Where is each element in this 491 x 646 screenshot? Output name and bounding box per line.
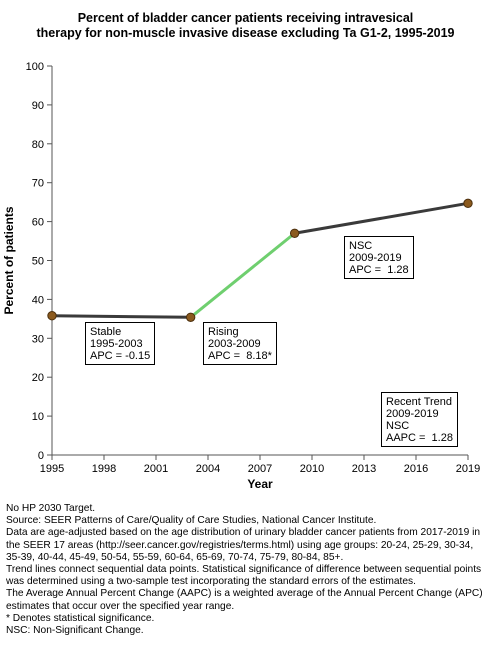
annotation-line: 1995-2003 bbox=[90, 338, 143, 350]
y-tick-label: 20 bbox=[32, 372, 44, 384]
trend-segment bbox=[189, 231, 297, 319]
y-tick-label: 90 bbox=[32, 100, 44, 112]
chart-title-line-2: therapy for non-muscle invasive disease … bbox=[36, 26, 455, 40]
segment-annotation-nsc: NSC 2009-2019 APC = 1.28 bbox=[344, 236, 414, 279]
y-axis-label: Percent of patients bbox=[2, 206, 16, 314]
data-point bbox=[289, 228, 300, 238]
y-tick-label: 30 bbox=[32, 333, 44, 345]
annotation-line: Rising bbox=[208, 326, 239, 338]
x-tick-label: 2010 bbox=[300, 463, 324, 475]
annotation-line: Stable bbox=[90, 326, 122, 338]
footnote: Trend lines connect sequential data poin… bbox=[6, 564, 482, 588]
annotation-line: NSC bbox=[349, 240, 373, 252]
annotation-line: APC = 1.28 bbox=[349, 264, 409, 276]
footnote: NSC: Non-Significant Change. bbox=[6, 625, 144, 637]
x-tick-label: 2013 bbox=[352, 463, 376, 475]
footnote: * Denotes statistical significance. bbox=[6, 612, 155, 624]
x-tick-label: 1995 bbox=[40, 463, 64, 475]
recent-trend-line: AAPC = 1.28 bbox=[386, 432, 453, 444]
y-tick-label: 80 bbox=[32, 139, 44, 151]
x-tick-label: 1998 bbox=[92, 463, 116, 475]
recent-trend-line: NSC bbox=[386, 420, 410, 432]
y-tick-label: 0 bbox=[38, 450, 44, 462]
segment-annotation-stable: Stable 1995-2003 APC = -0.15 bbox=[85, 322, 156, 365]
x-tick-label: 2007 bbox=[248, 463, 272, 475]
data-point bbox=[463, 198, 473, 209]
chart-title: Percent of bladder cancer patients recei… bbox=[0, 11, 491, 41]
data-point bbox=[185, 312, 196, 322]
y-tick-label: 60 bbox=[32, 217, 44, 229]
y-tick-label: 70 bbox=[32, 178, 44, 190]
footnotes: No HP 2030 Target. Source: SEER Patterns… bbox=[6, 503, 488, 637]
footnote: Source: SEER Patterns of Care/Quality of… bbox=[6, 515, 377, 527]
y-tick-label: 10 bbox=[32, 411, 44, 423]
trend-segment bbox=[50, 314, 193, 319]
recent-trend-line: 2009-2019 bbox=[386, 408, 439, 420]
annotation-line: 2009-2019 bbox=[349, 252, 402, 264]
data-point bbox=[47, 311, 57, 321]
recent-trend-line: Recent Trend bbox=[386, 396, 453, 408]
trend-chart: 0 10 20 30 40 50 60 70 80 90 100 1995 1998 2001 2004 20… bbox=[2, 61, 480, 491]
x-axis-label: Year bbox=[247, 477, 273, 491]
x-tick-label: 2016 bbox=[404, 463, 428, 475]
y-tick-label: 40 bbox=[32, 294, 44, 306]
recent-trend-box: Recent Trend 2009-2019 NSC AAPC = 1.28 bbox=[381, 392, 458, 447]
footnote: No HP 2030 Target. bbox=[6, 503, 96, 514]
trend-segment bbox=[293, 201, 470, 235]
y-tick-label: 50 bbox=[32, 256, 44, 268]
x-tick-label: 2019 bbox=[456, 463, 480, 475]
annotation-line: 2003-2009 bbox=[208, 338, 261, 350]
x-tick-label: 2001 bbox=[144, 463, 168, 475]
y-tick-label: 100 bbox=[26, 61, 44, 73]
footnote: Data are age-adjusted based on the age d… bbox=[6, 527, 481, 563]
x-tick-label: 2004 bbox=[196, 463, 220, 475]
chart-title-line-1: Percent of bladder cancer patients recei… bbox=[77, 11, 414, 25]
annotation-line: APC = 8.18* bbox=[208, 350, 272, 362]
segment-annotation-rising: Rising 2003-2009 APC = 8.18* bbox=[203, 322, 277, 365]
annotation-line: APC = -0.15 bbox=[90, 350, 151, 362]
footnote: The Average Annual Percent Change (AAPC)… bbox=[6, 588, 483, 612]
